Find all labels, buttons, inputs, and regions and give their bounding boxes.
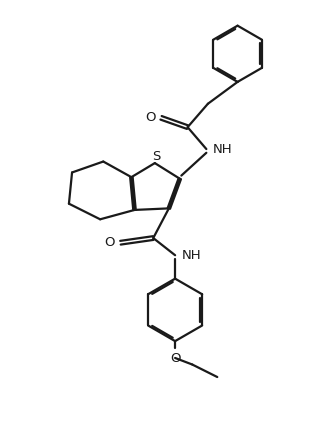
Text: NH: NH xyxy=(182,249,202,262)
Text: O: O xyxy=(170,352,180,365)
Text: O: O xyxy=(145,111,155,124)
Text: O: O xyxy=(104,236,115,249)
Text: NH: NH xyxy=(213,143,233,156)
Text: S: S xyxy=(152,150,160,163)
